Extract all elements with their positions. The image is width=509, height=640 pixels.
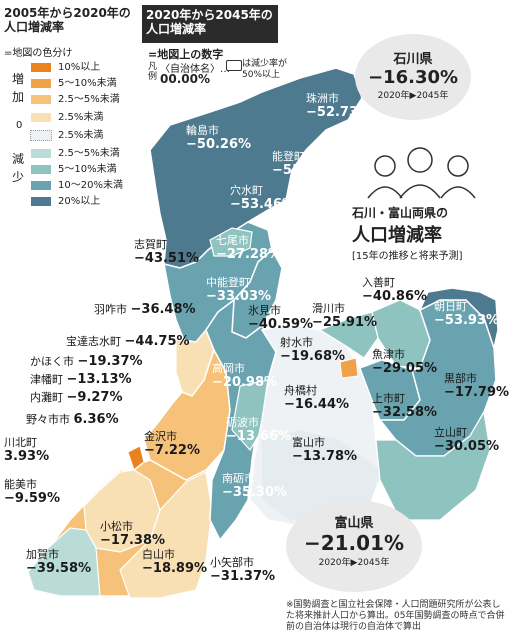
people-illustration — [367, 147, 476, 199]
label-komatsu: 小松市 −17.38% — [100, 520, 166, 548]
label-toyama: 富山市 −13.78% — [292, 436, 358, 464]
toyama-summary: 富山県 −21.01% 2020年▶2045年 — [286, 500, 422, 592]
label-noto: 能登町 −53.73% — [272, 150, 338, 178]
label-suzu: 珠洲市 −52.73% — [306, 92, 372, 120]
label-hakusan: 白山市 −18.89% — [142, 548, 208, 576]
legend-swatch — [30, 148, 52, 159]
label-nyuzen: 入善町 −40.86% — [362, 276, 428, 304]
legend-swatch — [30, 62, 52, 73]
legend-swatch-label: 2.5～5%未満 — [58, 148, 120, 159]
example-value: 00.00% — [160, 72, 210, 86]
region-nanao-bay — [209, 227, 253, 257]
footnote: ※国勢調査と国立社会保障・人口問題研究所が公表した将来推計人口から算出。05年国… — [286, 600, 505, 632]
label-uozu: 魚津市 −29.05% — [372, 348, 438, 376]
example-box-icon — [226, 60, 242, 71]
legend-swatch-label: 5～10%未満 — [58, 78, 117, 89]
label-kaga: 加賀市 −39.58% — [26, 548, 92, 576]
legend-swatch — [30, 112, 52, 123]
headline-line2: 人口増減率 — [352, 225, 442, 246]
label-hakui: 羽咋市 −36.48% — [94, 302, 196, 317]
label-asahi: 朝日町 −53.93% — [434, 300, 500, 328]
headline-line1: 石川・富山両県の — [352, 206, 449, 220]
legend-swatch — [30, 180, 52, 191]
legend-swatch-label: 10～20%未満 — [58, 180, 123, 191]
decrease-label: 減 少 — [12, 152, 25, 184]
label-oyabe: 小矢部市 −31.37% — [210, 556, 276, 584]
legend-swatch-label: 20%以上 — [58, 196, 101, 207]
legend-swatch — [30, 196, 52, 207]
legend-swatch — [30, 130, 52, 141]
region-hakusan — [119, 471, 213, 599]
label-kamiichi: 上市町 −32.58% — [372, 392, 438, 420]
ishikawa-period: 2020年▶2045年 — [377, 91, 449, 101]
label-takaoka: 高岡市 −20.98% — [212, 362, 278, 390]
label-funahashi: 舟橋村 −16.44% — [284, 384, 350, 412]
label-nanto: 南砺市 −35.30% — [222, 472, 288, 500]
label-nanao: 七尾市 −27.28% — [216, 234, 282, 262]
label-imizu: 射水市 −19.68% — [280, 336, 346, 364]
legend-swatch — [30, 78, 52, 89]
label-tonami: 砺波市 −13.66% — [226, 416, 292, 444]
ishikawa-summary: 石川県 −16.30% 2020年▶2045年 — [355, 34, 471, 120]
legend-swatch-label: 2.5～5%未満 — [58, 94, 120, 105]
label-nonoichi: 野々市市 6.36% — [26, 412, 119, 427]
ishikawa-name: 石川県 — [393, 52, 433, 67]
increase-label: 増 加 — [12, 72, 25, 104]
headline: 石川・富山両県の 人口増減率 [15年の推移と将来予測] — [352, 204, 502, 262]
label-hodatsushimizu: 宝達志水町 −44.75% — [66, 334, 190, 349]
color-legend-title: 2005年から2020年の人口増減率 — [4, 6, 131, 34]
region-toyama-dots — [262, 430, 380, 520]
zero-label: 0 — [16, 120, 23, 131]
region-kaga — [27, 527, 101, 597]
ishikawa-value: −16.30% — [367, 67, 459, 88]
label-uchinada: 内灘町 −9.27% — [30, 390, 123, 405]
label-namerikawa: 滑川市 −25.91% — [312, 302, 378, 330]
legend-swatch-label: 5～10%未満 — [58, 164, 117, 175]
legend-swatch — [30, 94, 52, 105]
label-wajima: 輪島市 −50.26% — [186, 124, 252, 152]
toyama-name: 富山県 — [334, 516, 374, 531]
region-kurobe-tateyama — [378, 299, 497, 457]
label-kahoku: かほく市 −19.37% — [30, 354, 143, 369]
label-shika: 志賀町 −43.51% — [134, 238, 200, 266]
legend-swatch-label: 2.5%未満 — [58, 130, 104, 141]
example-name: 〈自治体名〉… — [160, 64, 230, 75]
label-tsubata: 津幡町 −13.13% — [30, 372, 132, 387]
label-kanazawa: 金沢市 −7.22% — [144, 430, 200, 458]
toyama-value: −21.01% — [303, 531, 405, 555]
label-himi: 氷見市 −40.59% — [248, 304, 314, 332]
legend-swatch — [30, 164, 52, 175]
label-tateyama: 立山町 −30.05% — [434, 426, 500, 454]
label-kurobe: 黒部市 −17.79% — [444, 372, 509, 400]
example-box-note: は減少率が50%以上 — [242, 59, 288, 80]
legend-swatch-label: 10%以上 — [58, 62, 101, 73]
legend-swatch-label: 2.5%未満 — [58, 112, 104, 123]
label-anamizu: 穴水町 −53.46% — [230, 184, 296, 212]
headline-line3: [15年の推移と将来予測] — [352, 251, 463, 262]
label-nomi: 能美市 −9.59% — [4, 478, 60, 506]
example-prefix: 凡例 — [148, 62, 158, 82]
region-funahashi — [339, 357, 359, 379]
toyama-period: 2020年▶2045年 — [318, 558, 390, 568]
number-legend-subtitle: =地図上の数字 — [148, 48, 224, 61]
color-legend-subtitle: =地図の色分け — [4, 48, 73, 59]
label-nakanoto: 中能登町 −33.03% — [206, 276, 272, 304]
label-kawakita: 川北町 3.93% — [4, 436, 50, 464]
region-asahi — [418, 287, 499, 351]
number-legend-title: 2020年から2045年の人口増減率 — [142, 5, 278, 43]
